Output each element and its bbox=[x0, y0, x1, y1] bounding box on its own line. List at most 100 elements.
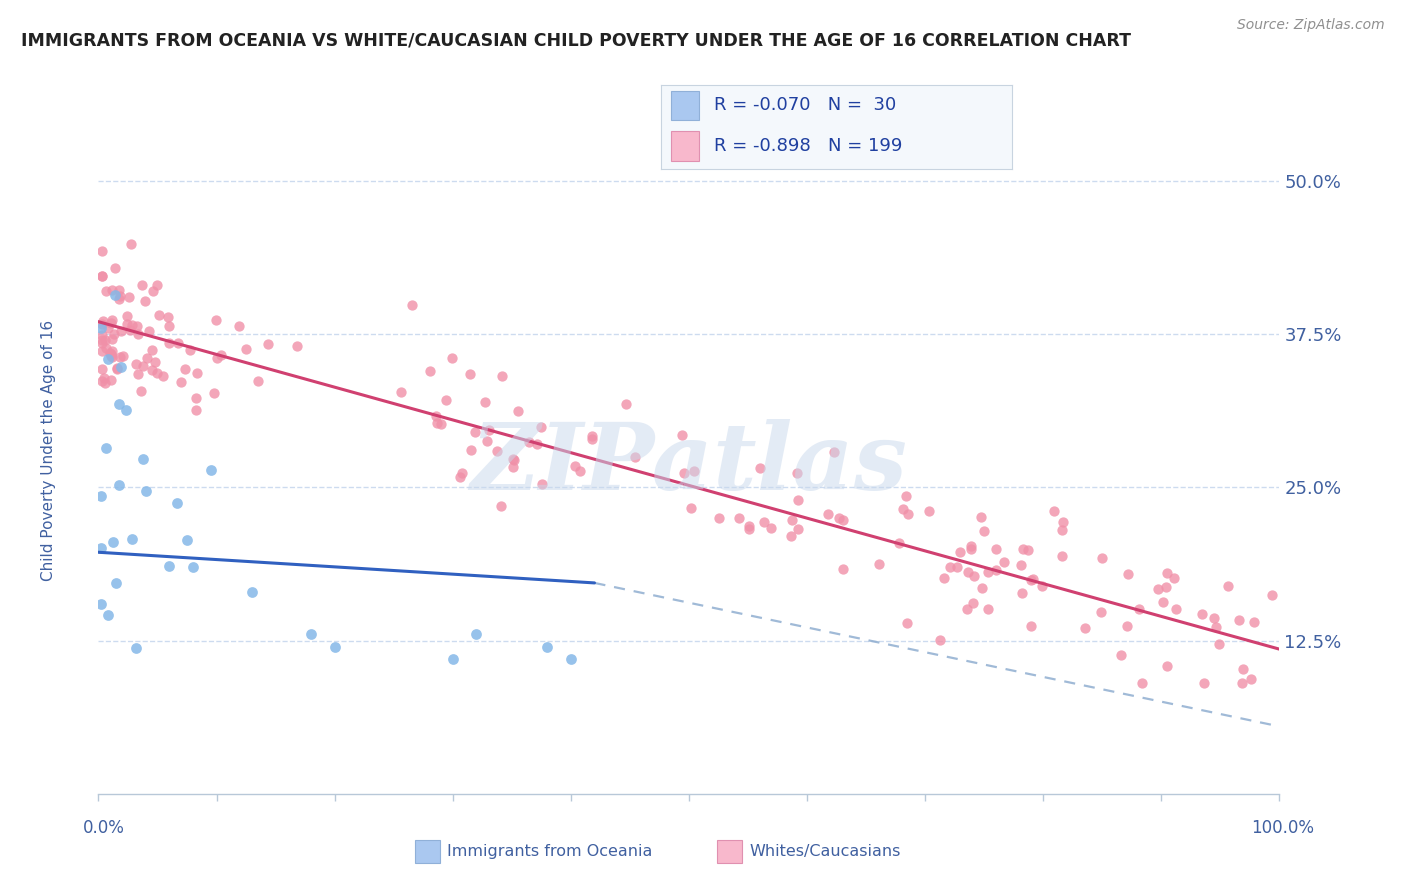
Point bbox=[96, 284, 118, 298]
Point bbox=[1021, 572, 1043, 586]
Point bbox=[1050, 523, 1073, 537]
Point bbox=[125, 319, 148, 334]
Point bbox=[780, 512, 803, 526]
Point bbox=[986, 542, 1008, 557]
Point bbox=[536, 640, 558, 654]
Point bbox=[90, 541, 112, 555]
Point bbox=[1194, 676, 1216, 690]
Point bbox=[728, 511, 751, 525]
Point bbox=[166, 495, 188, 509]
Point bbox=[517, 434, 540, 449]
Point bbox=[94, 441, 117, 455]
Point bbox=[94, 341, 117, 355]
Point bbox=[748, 461, 770, 475]
Point bbox=[868, 558, 890, 572]
Point bbox=[973, 524, 995, 538]
Point bbox=[1111, 648, 1133, 662]
Point bbox=[963, 569, 986, 583]
Point bbox=[832, 513, 855, 527]
Text: 100.0%: 100.0% bbox=[1251, 819, 1313, 837]
Point bbox=[434, 392, 457, 407]
Point bbox=[673, 466, 696, 480]
Point bbox=[1012, 541, 1035, 556]
Text: Immigrants from Oceania: Immigrants from Oceania bbox=[447, 845, 652, 859]
Point bbox=[531, 477, 554, 491]
Text: 0.0%: 0.0% bbox=[83, 819, 125, 837]
Point bbox=[132, 359, 155, 374]
Point bbox=[1130, 676, 1153, 690]
Point bbox=[100, 373, 122, 387]
Point bbox=[458, 367, 481, 381]
Point bbox=[104, 261, 127, 276]
Point bbox=[93, 370, 115, 384]
Point bbox=[91, 362, 114, 376]
Point bbox=[939, 559, 962, 574]
Point bbox=[166, 335, 188, 350]
Point bbox=[184, 392, 207, 406]
Point bbox=[91, 244, 114, 259]
Point bbox=[101, 351, 124, 365]
Point bbox=[1232, 662, 1254, 676]
Point bbox=[98, 346, 121, 360]
Point bbox=[946, 559, 969, 574]
Point bbox=[526, 437, 548, 451]
Point bbox=[143, 355, 166, 369]
Point bbox=[101, 283, 124, 297]
Point bbox=[1115, 619, 1137, 633]
Point bbox=[110, 360, 132, 375]
Point bbox=[786, 467, 808, 481]
Point bbox=[101, 535, 124, 549]
Point bbox=[90, 489, 112, 503]
Point bbox=[1147, 582, 1170, 596]
Point bbox=[960, 539, 983, 553]
Point bbox=[1227, 613, 1250, 627]
Point bbox=[426, 416, 449, 430]
Point bbox=[1031, 579, 1053, 593]
Point bbox=[91, 344, 114, 359]
Point bbox=[100, 349, 122, 363]
Point bbox=[1021, 619, 1043, 633]
Point bbox=[465, 627, 488, 641]
Point bbox=[100, 343, 122, 358]
Point bbox=[1090, 605, 1112, 619]
FancyBboxPatch shape bbox=[671, 131, 699, 161]
Point bbox=[429, 417, 451, 431]
Point bbox=[928, 632, 950, 647]
Point bbox=[121, 532, 143, 546]
Point bbox=[891, 501, 914, 516]
Point bbox=[475, 434, 498, 449]
Point bbox=[752, 515, 775, 529]
Point bbox=[502, 452, 524, 467]
Point bbox=[1019, 573, 1042, 587]
Point bbox=[228, 318, 250, 333]
Text: Child Poverty Under the Age of 16: Child Poverty Under the Age of 16 bbox=[41, 320, 56, 581]
Point bbox=[917, 504, 939, 518]
Point bbox=[105, 575, 128, 590]
Point bbox=[110, 324, 132, 338]
Point bbox=[91, 333, 114, 347]
Point bbox=[121, 318, 143, 333]
Point bbox=[581, 429, 603, 443]
Point bbox=[1216, 579, 1239, 593]
Point bbox=[110, 289, 132, 303]
Point bbox=[135, 351, 157, 365]
Point bbox=[91, 268, 114, 283]
Point bbox=[181, 560, 204, 574]
Point bbox=[1052, 515, 1074, 529]
Point bbox=[738, 518, 761, 533]
Point bbox=[449, 470, 471, 484]
Point bbox=[817, 507, 839, 521]
Point bbox=[956, 602, 979, 616]
Point bbox=[451, 466, 474, 480]
Point bbox=[984, 563, 1007, 577]
Point bbox=[831, 562, 853, 576]
Point bbox=[759, 521, 782, 535]
Point bbox=[131, 278, 153, 293]
Point bbox=[738, 522, 761, 536]
Point bbox=[107, 292, 129, 306]
Point bbox=[440, 351, 463, 366]
Point bbox=[780, 529, 803, 543]
Point bbox=[246, 374, 269, 388]
Point bbox=[441, 652, 464, 666]
Point bbox=[828, 511, 851, 525]
